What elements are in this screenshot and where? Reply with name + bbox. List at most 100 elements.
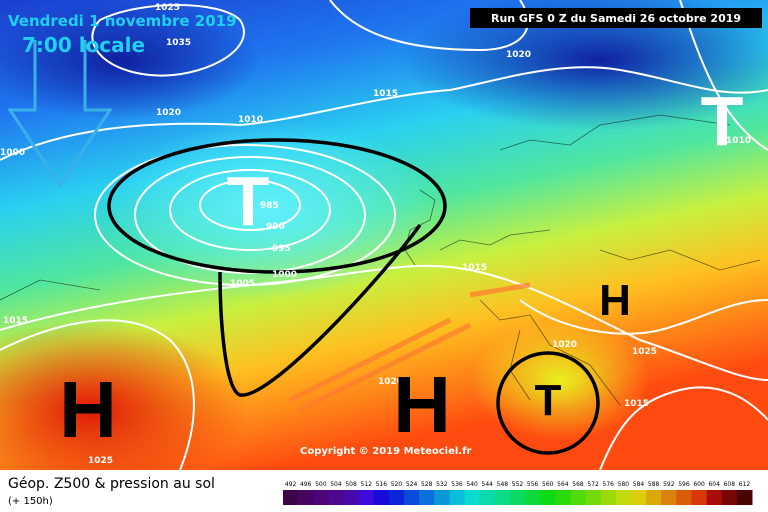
- scale-label: 580: [618, 481, 630, 488]
- scale-label: 576: [603, 481, 615, 488]
- scale-swatch: [388, 490, 405, 505]
- isobar-label: 1025: [155, 3, 180, 13]
- scale-label: 556: [527, 481, 539, 488]
- scale-swatch: [419, 490, 435, 505]
- scale-label: 524: [406, 481, 418, 488]
- isobar-label: 995: [272, 244, 291, 254]
- scale-label: 504: [330, 481, 342, 488]
- scale-label: 560: [542, 481, 554, 488]
- scale-swatch: [585, 490, 602, 505]
- scale-swatch: [676, 490, 692, 505]
- scale-label: 588: [648, 481, 660, 488]
- scale-swatch: [464, 490, 481, 505]
- scale-swatch: [449, 490, 466, 505]
- scale-label: 516: [376, 481, 388, 488]
- isobar-label: 1010: [726, 136, 751, 146]
- pressure-system: T: [227, 162, 270, 240]
- scale-swatch: [630, 490, 647, 505]
- run-info: Run GFS 0 Z du Samedi 26 octobre 2019: [491, 12, 741, 25]
- scale-label: 572: [587, 481, 599, 488]
- scale-label: 612: [739, 481, 751, 488]
- scale-label: 540: [466, 481, 478, 488]
- scale-swatch: [373, 490, 390, 505]
- scale-swatch: [691, 490, 708, 505]
- isobar-label: 990: [266, 222, 285, 232]
- scale-swatch: [479, 490, 496, 505]
- scale-label: 528: [421, 481, 433, 488]
- scale-label: 608: [724, 481, 736, 488]
- scale-label: 536: [451, 481, 463, 488]
- isobar-label: 1020: [506, 50, 531, 60]
- troughs: [107, 138, 600, 455]
- legend-lead: (+ 150h): [8, 496, 53, 507]
- isobar-label: 1020: [552, 340, 577, 350]
- scale-swatch: [298, 490, 314, 505]
- scale-swatch: [328, 490, 345, 505]
- scale-swatch: [661, 490, 677, 505]
- scale-swatch: [313, 490, 329, 505]
- scale-swatch: [358, 490, 375, 505]
- symbol-arrow: [7, 40, 113, 188]
- scale-label: 520: [391, 481, 403, 488]
- pressure-system: T: [701, 82, 744, 160]
- scale-swatch: [615, 490, 632, 505]
- isobar-label: 1035: [166, 38, 191, 48]
- isobar-label: 1000: [272, 270, 297, 280]
- scale-label: 532: [436, 481, 448, 488]
- flow-arrows: [288, 282, 531, 413]
- scale-label: 600: [693, 481, 705, 488]
- scale-label: 544: [482, 481, 494, 488]
- run-box: [470, 8, 762, 28]
- scale-label: 592: [663, 481, 675, 488]
- scale-swatch: [600, 490, 617, 505]
- legend-title: Géop. Z500 & pression au sol: [8, 476, 215, 492]
- scale-label: 584: [633, 481, 645, 488]
- scale-swatch: [721, 490, 738, 505]
- isobar-label: 1025: [88, 456, 113, 466]
- scale-swatch: [525, 490, 541, 505]
- scale-label: 604: [708, 481, 720, 488]
- copyright: Copyright © 2019 Meteociel.fr: [300, 446, 471, 457]
- scale-swatch: [283, 490, 299, 505]
- pressure-system: H: [393, 360, 451, 449]
- scale-swatch: [404, 490, 420, 505]
- pressure-system: T: [535, 376, 562, 425]
- scale-label: 496: [300, 481, 312, 488]
- isobar-label: 1015: [3, 316, 28, 326]
- isobar-label: 1015: [373, 89, 398, 99]
- scale-swatch: [434, 490, 450, 505]
- scale-label: 552: [512, 481, 524, 488]
- scale-swatch: [343, 490, 360, 505]
- forecast-time: 7:00 locale: [22, 33, 145, 57]
- isobar-label: 1015: [624, 399, 649, 409]
- scale-swatch: [509, 490, 526, 505]
- pressure-system: H: [59, 365, 117, 454]
- isobar-label: 1025: [632, 347, 657, 357]
- scale-swatch: [646, 490, 662, 505]
- scale-swatch: [570, 490, 587, 505]
- scale-label: 508: [345, 481, 357, 488]
- pressure-system: H: [599, 276, 631, 325]
- isobar-label: 1020: [378, 377, 403, 387]
- scale-swatch: [540, 490, 556, 505]
- isobar-label: 1015: [462, 263, 487, 273]
- forecast-date: Vendredi 1 novembre 2019: [8, 12, 237, 30]
- scale-label: 512: [360, 481, 372, 488]
- scale-swatch: [736, 490, 753, 505]
- color-scale: 492 496 500 504 508 512 516 520 524 528 532 536 540 5…: [283, 481, 753, 505]
- scale-label: 548: [497, 481, 509, 488]
- scale-label: 492: [285, 481, 297, 488]
- scale-swatch: [706, 490, 723, 505]
- isobar-label: 1005: [230, 279, 255, 289]
- scale-label: 500: [315, 481, 327, 488]
- scale-swatch: [494, 490, 511, 505]
- isobar-label: 1010: [238, 115, 263, 125]
- scale-swatch: [555, 490, 571, 505]
- scale-label: 596: [678, 481, 690, 488]
- isobar-label: 985: [260, 201, 279, 211]
- scale-label: 568: [572, 481, 584, 488]
- isobar-label: 1000: [0, 148, 25, 158]
- labels: 1025 1035 1020 1010 1015 1020 1000 985 990 995 100…: [0, 3, 751, 466]
